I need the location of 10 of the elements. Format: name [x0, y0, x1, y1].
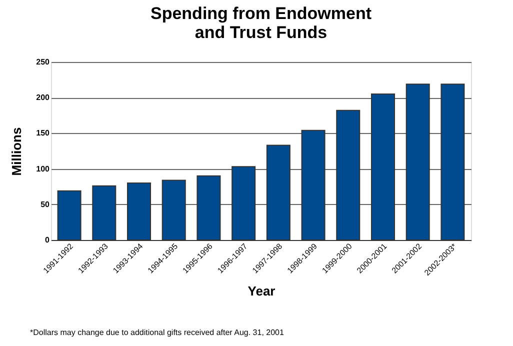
x-axis-title: Year	[248, 283, 276, 298]
chart-title: Spending from Endowment and Trust Funds	[150, 4, 372, 42]
y-tick-label: 50	[40, 200, 50, 209]
y-axis-title: Millions	[9, 127, 24, 176]
y-tick-label: 100	[36, 164, 50, 174]
y-tick-label: 150	[36, 128, 50, 138]
y-tick-label: 250	[36, 58, 50, 66]
y-tick-label: 200	[36, 93, 50, 102]
text: *Dollars may change due to additional gifts received after Aug. 31, 2001	[30, 328, 284, 337]
y-tick-label: 0	[45, 236, 50, 244]
